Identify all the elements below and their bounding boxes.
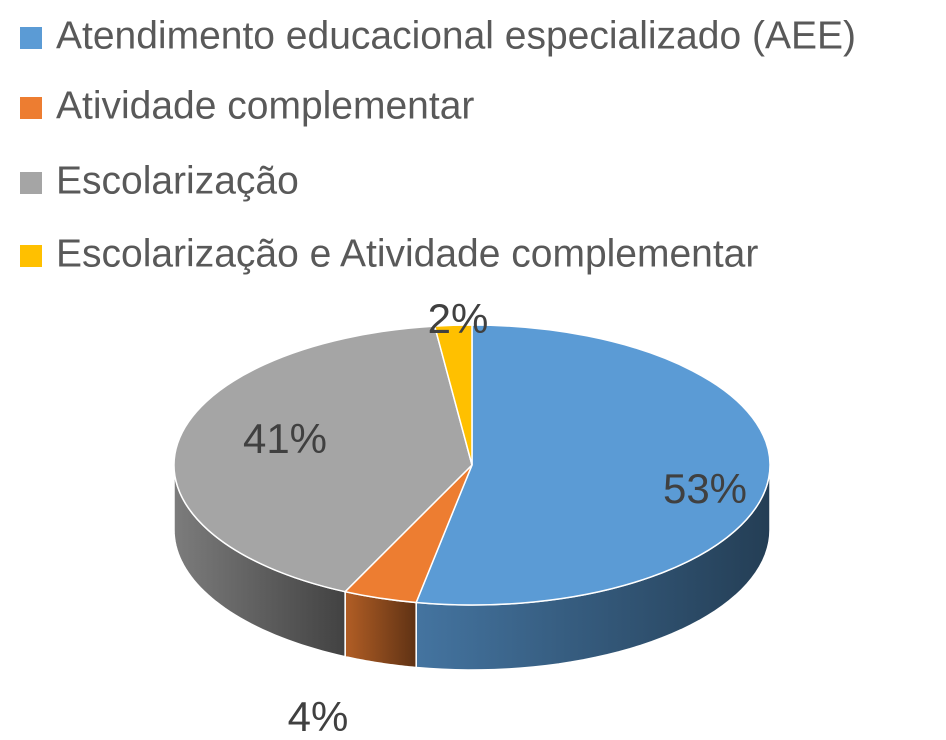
data-label: 41%: [243, 415, 327, 462]
legend-label: Escolarização e Atividade complementar: [56, 232, 758, 275]
data-label: 53%: [663, 465, 747, 512]
legend-swatch: [20, 172, 42, 194]
data-label: 4%: [288, 693, 349, 740]
pie-slice: [433, 324, 473, 466]
pie-slice: [173, 325, 473, 593]
legend-swatch: [20, 27, 42, 49]
pie-side: [344, 590, 417, 669]
legend-label: Escolarização: [56, 159, 299, 202]
legend-swatch: [20, 245, 42, 267]
data-label: 2%: [428, 295, 489, 342]
legend-label: Atividade complementar: [56, 84, 474, 127]
legend-swatch: [20, 97, 42, 119]
legend-label: Atendimento educacional especializado (A…: [56, 14, 856, 57]
pie-slice: [415, 324, 771, 606]
